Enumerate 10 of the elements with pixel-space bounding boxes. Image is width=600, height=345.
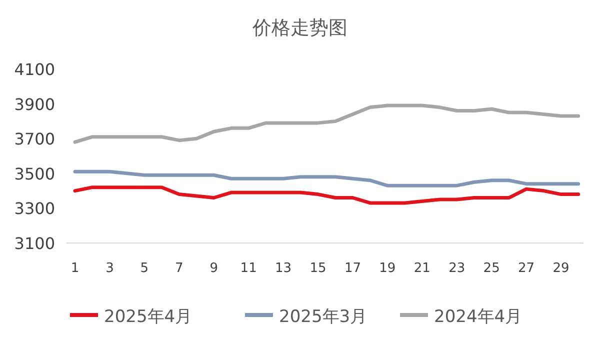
legend-label: 2025年3月: [279, 307, 368, 327]
y-tick-label: 3900: [14, 94, 55, 114]
y-tick-label: 3100: [14, 234, 55, 253]
title: 价格走势图: [252, 17, 348, 39]
y-tick-label: 3500: [14, 164, 55, 184]
y-tick-label: 3700: [14, 130, 55, 149]
y-tick-label: 4100: [14, 60, 55, 79]
y-tick-label: 3300: [14, 199, 55, 218]
legend-label: 2024年4月: [434, 307, 522, 327]
legend-label: 2025年4月: [104, 307, 192, 327]
